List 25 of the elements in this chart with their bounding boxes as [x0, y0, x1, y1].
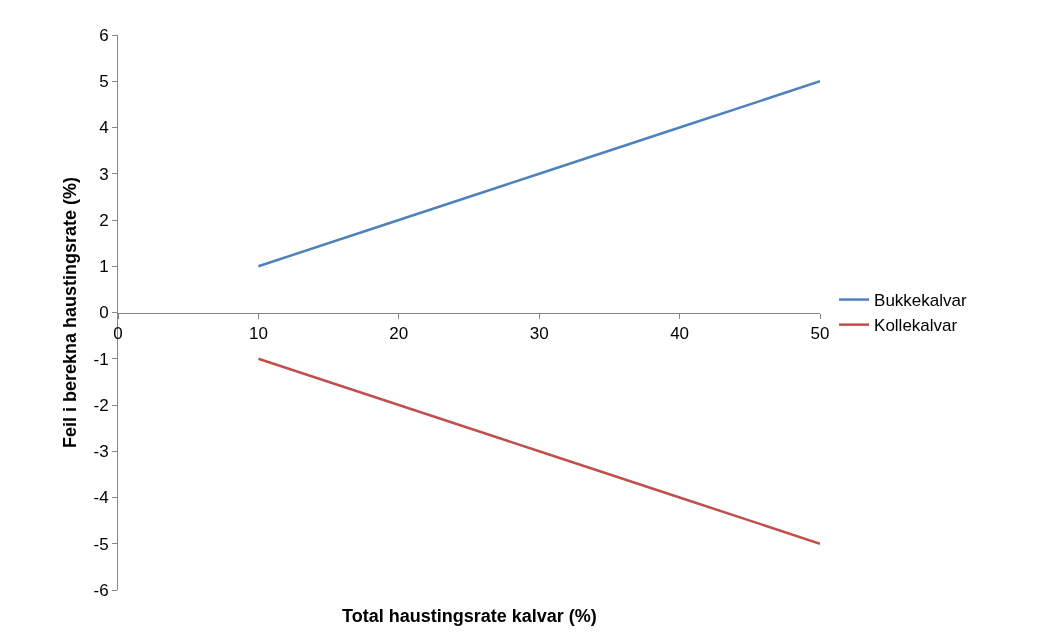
- y-tick-label: -3: [93, 442, 109, 462]
- x-tick-label: 30: [529, 323, 549, 343]
- y-tick-label: -1: [93, 349, 109, 369]
- line-series: [257, 80, 820, 268]
- y-tick-label: 4: [99, 118, 109, 138]
- y-tick-label: 1: [99, 257, 109, 277]
- y-tick-label: -5: [93, 534, 109, 554]
- y-tick-label: 2: [99, 210, 109, 230]
- x-tick-label: 20: [389, 323, 409, 343]
- y-tick-label: -4: [93, 488, 109, 508]
- x-tick-label: 50: [810, 323, 830, 343]
- y-axis-title: Feil i berekna haustingsrate (%): [59, 176, 80, 449]
- x-tick-label: 0: [113, 323, 123, 343]
- y-tick-label: 6: [99, 25, 109, 45]
- x-axis-title: Total haustingsrate kalvar (%): [342, 606, 597, 626]
- legend-label: Kollekalvar: [874, 316, 958, 336]
- y-tick-label: 0: [99, 303, 109, 323]
- line-series: [257, 357, 820, 545]
- x-tick-label: 40: [670, 323, 690, 343]
- y-tick-label: -6: [93, 580, 109, 600]
- y-tick-label: 3: [99, 164, 109, 184]
- x-tick-label: 10: [248, 323, 268, 343]
- y-tick-label: -2: [93, 395, 109, 415]
- legend-label: Bukkekalvar: [874, 291, 967, 311]
- y-tick-label: 5: [99, 72, 109, 92]
